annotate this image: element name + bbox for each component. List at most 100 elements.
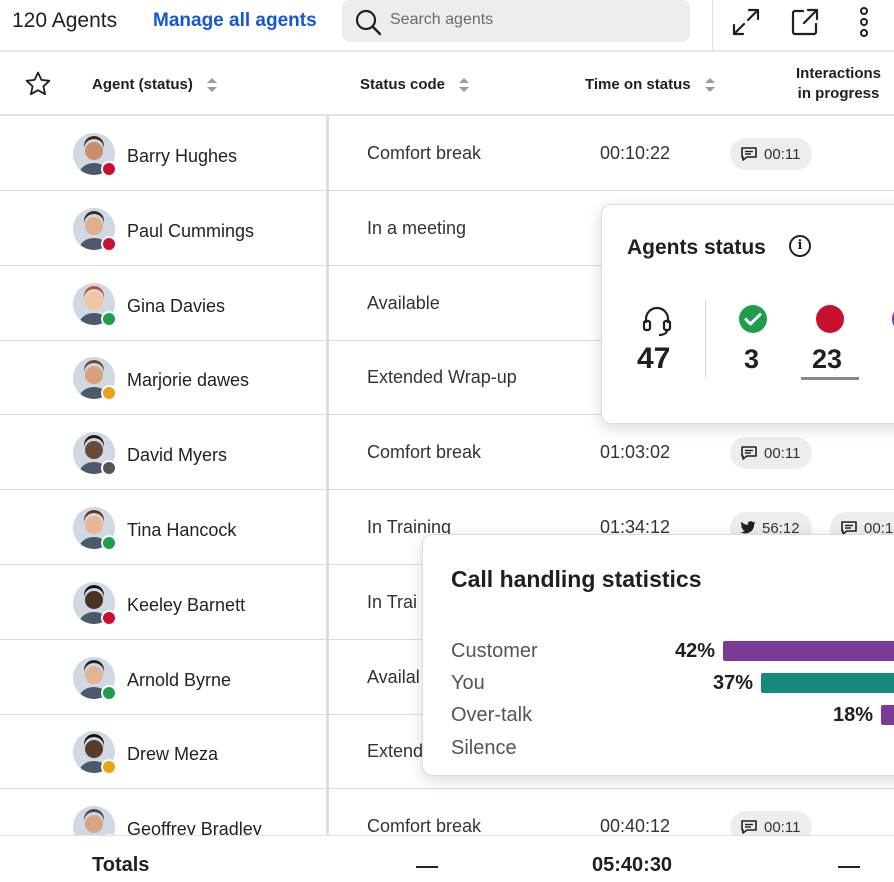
agent-name[interactable]: Paul Cummings <box>127 220 255 241</box>
over-talk-label: Over-talk <box>451 704 533 726</box>
status-code: In Trai <box>367 591 418 612</box>
status-badge <box>101 310 117 327</box>
search-icon <box>355 9 382 36</box>
status-badge <box>101 684 117 701</box>
avatar <box>73 432 117 477</box>
status-code: Extend <box>367 741 424 762</box>
you-percent: 37% <box>712 672 753 694</box>
column-header-agent-label: Agent (status) <box>92 76 193 93</box>
totals-status-dash <box>416 866 438 868</box>
status-badge <box>101 609 117 626</box>
agent-name[interactable]: Gina Davies <box>127 295 226 316</box>
status-badge <box>101 385 117 402</box>
interaction-duration: 00:11 <box>764 818 801 836</box>
avatar <box>73 207 117 252</box>
agents-status-card: Agents status i 47 3 23 <box>601 204 894 424</box>
chat-icon <box>841 521 857 535</box>
time-on-status: 00:10:22 <box>600 143 671 163</box>
open-external-icon[interactable] <box>789 6 821 38</box>
agent-name[interactable]: Arnold Byrne <box>127 669 232 690</box>
toolbar-divider <box>712 0 713 52</box>
interaction-duration: 00:11 <box>764 145 801 163</box>
table-row[interactable]: Paul Cummings In a meeting <box>0 191 894 266</box>
sort-icon[interactable] <box>704 78 715 93</box>
column-header-status-code[interactable]: Status code <box>360 76 470 93</box>
agent-name[interactable]: Barry Hughes <box>127 146 238 166</box>
twitter-icon <box>740 521 756 534</box>
stats-divider <box>705 300 706 378</box>
page-title: 120 Agents <box>12 9 118 32</box>
column-divider <box>326 116 329 836</box>
column-header-interactions-line2: in progress <box>797 85 880 102</box>
time-on-status: 00:40:12 <box>600 816 671 837</box>
agent-name[interactable]: Drew Meza <box>127 744 219 765</box>
headset-icon <box>640 304 674 343</box>
column-header-interactions[interactable]: Interactions in progress <box>796 64 881 104</box>
avatar <box>73 282 117 327</box>
column-header-interactions-line1: Interactions <box>796 65 882 82</box>
time-on-status: 01:03:02 <box>600 442 671 463</box>
interaction-chip[interactable]: 00:11 <box>730 437 813 470</box>
status-badge <box>101 235 117 252</box>
agent-name[interactable]: Geoffrey Bradley <box>127 819 262 840</box>
column-header-time-on-status[interactable]: Time on status <box>585 76 715 93</box>
selected-indicator <box>801 377 859 380</box>
customer-percent: 42% <box>674 640 715 662</box>
top-bar: 120 Agents Manage all agents Search agen… <box>0 0 894 52</box>
interaction-chip[interactable]: 00:11 <box>730 138 813 170</box>
status-code: Availal <box>367 666 420 687</box>
table-header: Agent (status) Status code Time on statu… <box>0 52 894 116</box>
available-agents-count: 3 <box>744 344 760 374</box>
manage-all-agents-link[interactable]: Manage all agents <box>153 10 317 31</box>
chat-icon <box>741 820 757 834</box>
avatar <box>73 507 117 551</box>
column-header-time-label: Time on status <box>585 76 691 93</box>
you-label: You <box>451 672 485 694</box>
agent-name[interactable]: David Myers <box>127 445 228 466</box>
status-badge <box>101 535 117 551</box>
status-badge <box>101 460 117 477</box>
you-bar <box>761 673 894 693</box>
status-badge <box>101 759 117 776</box>
avatar <box>73 357 117 402</box>
agent-name[interactable]: Keeley Barnett <box>127 594 246 615</box>
status-code: Comfort break <box>367 816 482 837</box>
chat-icon <box>741 446 757 460</box>
info-icon[interactable]: i <box>789 235 811 257</box>
sort-icon[interactable] <box>206 78 217 93</box>
table-row[interactable]: Marjorie dawes Extended Wrap-up <box>0 340 894 416</box>
agent-name[interactable]: Marjorie dawes <box>127 370 250 391</box>
customer-bar <box>723 641 894 661</box>
table-row[interactable]: Gina Davies Available <box>0 266 894 341</box>
star-icon[interactable] <box>24 70 52 103</box>
agent-name[interactable]: Tina Hancock <box>127 520 237 540</box>
table-row[interactable]: David Myers Comfort break 01:03:02 00:11 <box>0 415 894 491</box>
table-row[interactable]: Barry Hughes Comfort break 00:10:22 00:11 <box>0 116 894 191</box>
interaction-duration: 56:12 <box>762 519 800 537</box>
avatar <box>73 133 117 177</box>
chat-icon <box>741 147 757 161</box>
over-talk-bar <box>881 705 894 725</box>
totals-row: Totals 05:40:30 <box>0 835 894 882</box>
avatar <box>73 656 117 701</box>
table-row[interactable]: Keeley Barnett In Trai <box>0 565 894 640</box>
sort-icon[interactable] <box>459 78 470 93</box>
status-code: Comfort break <box>367 143 482 163</box>
busy-agents-count[interactable]: 23 <box>812 344 843 374</box>
search-input[interactable]: Search agents <box>390 11 494 28</box>
status-code: In Training <box>367 517 452 537</box>
over-talk-percent: 18% <box>832 704 873 726</box>
expand-icon[interactable] <box>730 6 762 38</box>
column-header-status-code-label: Status code <box>360 76 446 93</box>
interaction-duration: 00:11 <box>764 444 801 462</box>
totals-time: 05:40:30 <box>592 854 673 876</box>
table-row[interactable]: Drew Meza Extend <box>0 714 894 790</box>
time-on-status: 01:34:12 <box>600 517 671 537</box>
more-vertical-icon[interactable] <box>848 6 880 38</box>
search-field[interactable]: Search agents <box>342 0 690 42</box>
call-handling-title: Call handling statistics <box>451 566 702 592</box>
column-header-agent[interactable]: Agent (status) <box>92 76 217 93</box>
customer-label: Customer <box>451 640 538 662</box>
silence-label: Silence <box>451 737 517 759</box>
status-badge <box>101 161 117 177</box>
